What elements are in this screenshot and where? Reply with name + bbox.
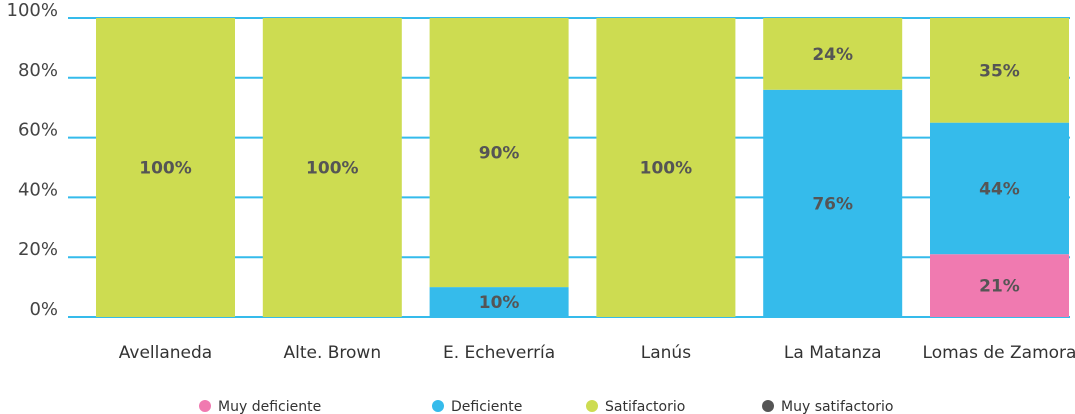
legend: Muy deficiente Deficiente Satifactorio Muy … [199, 399, 893, 414]
bars [96, 18, 1069, 317]
y-tick-label: 40% [18, 179, 58, 200]
data-label: 100% [640, 159, 693, 179]
bar-segment [429, 18, 569, 288]
bar-segment [262, 18, 402, 317]
bar-segment [763, 89, 903, 317]
y-tick-label: 100% [7, 0, 58, 21]
bar-segment [96, 18, 235, 317]
legend-marker-icon [432, 400, 444, 412]
y-axis-ticks: 0% 20% 40% 60% 80% 100% [7, 0, 58, 320]
data-label: 76% [812, 194, 853, 214]
bar-segment [763, 18, 903, 90]
x-tick-label: Lanús [641, 343, 691, 363]
legend-label: Muy satifactorio [781, 399, 893, 414]
bar-segment [596, 18, 736, 317]
data-label: 100% [139, 159, 192, 179]
y-tick-label: 0% [29, 299, 58, 320]
data-label: 21% [979, 277, 1020, 297]
data-label: 35% [979, 61, 1020, 81]
data-label: 100% [306, 159, 359, 179]
x-tick-label: La Matanza [784, 343, 882, 363]
data-label: 24% [812, 45, 853, 65]
bar-segment [429, 287, 569, 317]
legend-label: Deficiente [451, 399, 522, 414]
data-label: 90% [479, 144, 520, 164]
y-tick-label: 60% [18, 120, 58, 141]
bar-segment [930, 122, 1069, 255]
x-tick-label: Avellaneda [119, 343, 212, 363]
data-label: 10% [479, 293, 520, 313]
x-axis-ticks: Avellaneda Alte. Brown E. Echeverría Lanús L… [119, 343, 1075, 363]
legend-label: Muy deficiente [218, 399, 321, 414]
y-tick-label: 20% [18, 239, 58, 260]
bar-segment [930, 254, 1069, 317]
legend-label: Satifactorio [605, 399, 685, 414]
x-tick-label: E. Echeverría [443, 343, 555, 363]
x-tick-label: Lomas de Zamora [923, 343, 1075, 363]
data-labels: 100% 100% 10% 90% 100% 76% 24% 21% 44% 35% [139, 45, 1020, 313]
bar-segment [930, 18, 1069, 123]
legend-marker-icon [199, 400, 211, 412]
y-tick-label: 80% [18, 60, 58, 81]
x-tick-label: Alte. Brown [283, 343, 381, 363]
data-label: 44% [979, 179, 1020, 199]
legend-marker-icon [762, 400, 774, 412]
legend-marker-icon [586, 400, 598, 412]
